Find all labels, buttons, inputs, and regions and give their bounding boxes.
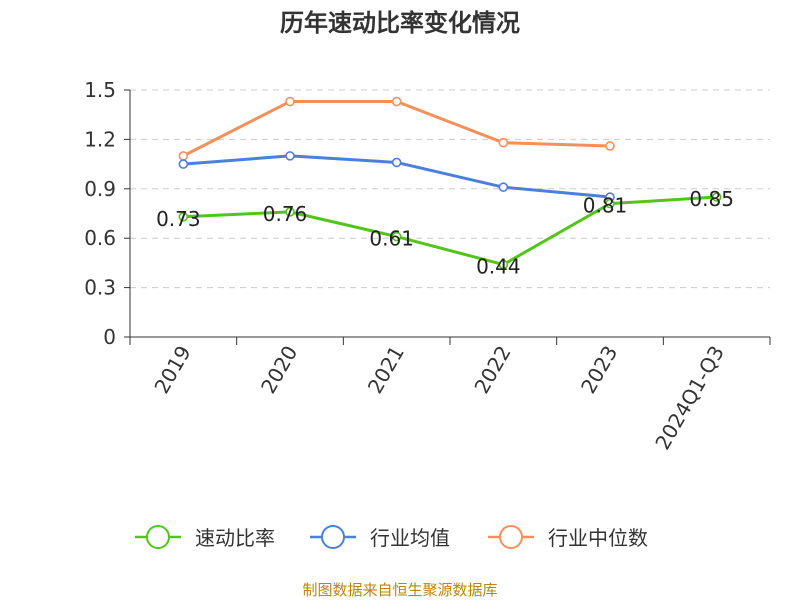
y-tick-label: 1.5 <box>84 78 116 102</box>
series-point-1 <box>178 159 189 169</box>
legend-label-1: 行业均值 <box>370 526 450 550</box>
y-tick-labels: 0 0.3 0.6 0.9 1.2 1.5 <box>84 78 116 349</box>
series-point-0 <box>498 259 509 270</box>
series-point-1 <box>498 182 509 192</box>
data-label: 0.61 <box>369 227 414 251</box>
y-tick-label: 0.6 <box>84 226 116 250</box>
data-labels: 0.73 0.76 0.61 0.44 0.81 0.85 <box>156 187 734 279</box>
data-label: 0.44 <box>476 255 521 279</box>
data-label: 0.85 <box>689 187 734 211</box>
series-point-1 <box>391 157 402 168</box>
series-point-0 <box>391 231 402 242</box>
series-point-0 <box>711 192 722 202</box>
axes <box>124 89 771 345</box>
series-point-2 <box>498 137 509 148</box>
x-tick-label: 2024Q1-Q3 <box>650 342 729 454</box>
series-point-2 <box>605 141 615 151</box>
legend-marker-0 <box>146 525 170 549</box>
y-tick-label: 0.9 <box>84 177 116 201</box>
series-point-2 <box>178 151 189 161</box>
series-layer <box>178 96 722 270</box>
series-line-0 <box>183 195 717 267</box>
legend-marker-1 <box>321 525 345 549</box>
legend-label-2: 行业中位数 <box>548 526 648 550</box>
data-label: 0.76 <box>263 202 308 226</box>
series-point-2 <box>285 96 295 107</box>
series-point-1 <box>285 151 295 161</box>
data-label: 0.81 <box>583 194 628 218</box>
series-line-2 <box>182 100 611 158</box>
legend: 速动比率 行业均值 行业中位数 <box>135 525 648 550</box>
source-note: 制图数据来自恒生聚源数据库 <box>302 581 497 599</box>
series-point-0 <box>178 211 189 222</box>
data-label: 0.73 <box>156 207 201 231</box>
y-tick-label: 0 <box>103 325 116 349</box>
grid-lines <box>130 89 770 289</box>
x-tick-label: 2023 <box>576 342 622 398</box>
legend-label-0: 速动比率 <box>195 526 275 550</box>
x-tick-label: 2019 <box>149 342 195 398</box>
legend-marker-2 <box>499 525 523 549</box>
x-tick-label: 2020 <box>256 342 302 398</box>
series-point-0 <box>605 198 615 209</box>
x-tick-label: 2021 <box>363 342 409 398</box>
x-tick-label: 2022 <box>469 342 515 398</box>
series-point-0 <box>285 207 295 217</box>
series-point-2 <box>391 96 402 107</box>
chart-title: 历年速动比率变化情况 <box>280 9 520 37</box>
y-tick-label: 0.3 <box>84 276 116 300</box>
y-tick-label: 1.2 <box>84 127 116 151</box>
x-tick-labels: 2019 2020 2021 2022 2023 2024Q1-Q3 <box>149 342 729 454</box>
